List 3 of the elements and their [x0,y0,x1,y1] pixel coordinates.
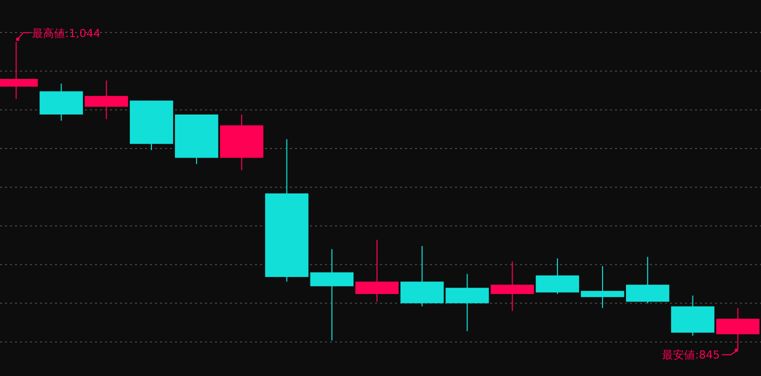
annotation: 最安値:845 [662,348,720,362]
annotation: 最高値:1,044 [32,26,100,40]
candlestick [580,266,624,308]
